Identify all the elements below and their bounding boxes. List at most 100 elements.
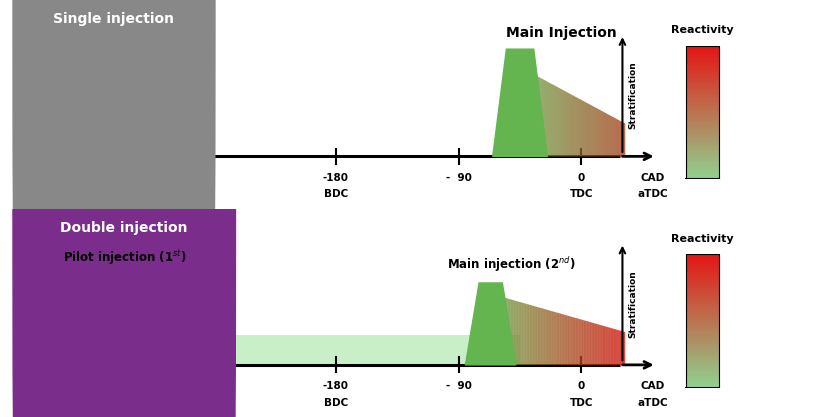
Bar xyxy=(686,377,719,379)
Text: TDC: TDC xyxy=(570,189,593,199)
Bar xyxy=(686,121,719,122)
Bar xyxy=(686,336,719,337)
Polygon shape xyxy=(465,283,516,365)
Bar xyxy=(686,354,719,356)
Bar xyxy=(686,376,719,377)
Bar xyxy=(686,356,719,357)
Bar xyxy=(686,166,719,167)
Bar xyxy=(686,360,719,361)
Bar xyxy=(686,382,719,384)
Bar xyxy=(686,146,719,147)
Text: 0: 0 xyxy=(578,173,585,183)
Text: aTDC: aTDC xyxy=(637,189,667,199)
Bar xyxy=(686,145,719,146)
Bar xyxy=(686,117,719,118)
Bar xyxy=(686,369,719,370)
Bar xyxy=(686,325,719,327)
Bar xyxy=(686,157,719,158)
Bar xyxy=(686,71,719,73)
Bar xyxy=(115,335,520,365)
Bar xyxy=(686,47,719,48)
Bar xyxy=(686,105,719,106)
Bar xyxy=(686,328,719,329)
Bar xyxy=(686,161,719,162)
Bar xyxy=(686,304,719,305)
Bar xyxy=(686,153,719,154)
Text: -180: -180 xyxy=(323,173,349,183)
Bar xyxy=(686,290,719,292)
Bar xyxy=(686,344,719,345)
Bar xyxy=(686,256,719,257)
Bar xyxy=(686,57,719,58)
Bar xyxy=(686,353,719,354)
Bar xyxy=(686,384,719,385)
Bar xyxy=(686,134,719,135)
Bar xyxy=(686,341,719,342)
Bar xyxy=(686,133,719,134)
Bar xyxy=(686,327,719,328)
Bar xyxy=(686,62,719,63)
Bar xyxy=(686,285,719,286)
Bar xyxy=(686,97,719,98)
Bar xyxy=(686,300,719,301)
Bar xyxy=(686,139,719,141)
Bar xyxy=(686,289,719,290)
Text: Double injection: Double injection xyxy=(61,221,188,235)
Bar xyxy=(686,93,719,94)
Bar xyxy=(686,78,719,79)
Bar xyxy=(686,51,719,53)
Bar xyxy=(686,135,719,137)
Bar xyxy=(686,319,719,320)
Bar xyxy=(686,332,719,333)
Bar xyxy=(686,264,719,265)
Bar xyxy=(686,324,719,325)
Bar xyxy=(686,348,719,349)
Bar xyxy=(686,259,719,260)
Bar xyxy=(686,115,719,117)
Bar xyxy=(686,381,719,382)
Bar xyxy=(686,175,719,177)
Bar xyxy=(686,294,719,296)
Bar xyxy=(686,288,719,289)
Bar xyxy=(686,154,719,155)
Bar xyxy=(686,65,719,66)
Bar xyxy=(686,322,719,324)
Bar xyxy=(686,113,719,114)
Bar xyxy=(686,254,719,256)
Bar xyxy=(686,364,719,365)
Bar xyxy=(686,357,719,359)
Bar xyxy=(686,269,719,270)
Bar xyxy=(686,361,719,362)
Bar xyxy=(686,118,719,119)
Bar xyxy=(686,158,719,159)
Bar xyxy=(686,80,719,82)
Bar xyxy=(686,67,719,68)
Bar xyxy=(686,111,719,113)
Bar xyxy=(686,87,719,88)
Bar xyxy=(686,126,719,127)
Bar xyxy=(686,337,719,339)
Bar xyxy=(686,299,719,300)
Bar xyxy=(686,385,719,387)
Text: Main Injection: Main Injection xyxy=(505,26,617,40)
Polygon shape xyxy=(70,276,115,365)
Bar xyxy=(686,110,719,111)
Bar xyxy=(686,296,719,297)
Bar xyxy=(686,148,719,150)
Bar xyxy=(686,329,719,330)
Bar xyxy=(686,54,719,55)
Text: aTDC: aTDC xyxy=(637,398,667,408)
Bar xyxy=(686,345,719,347)
Bar xyxy=(686,150,719,151)
Bar xyxy=(686,276,719,277)
Bar xyxy=(686,106,719,107)
Text: CAD: CAD xyxy=(640,173,664,183)
Bar xyxy=(686,301,719,302)
Bar xyxy=(686,128,719,130)
Bar xyxy=(686,302,719,304)
Bar xyxy=(686,147,719,148)
Text: -  360: - 360 xyxy=(74,173,106,183)
Bar xyxy=(686,155,719,157)
Text: -  360: - 360 xyxy=(74,381,106,391)
Bar xyxy=(686,387,719,388)
